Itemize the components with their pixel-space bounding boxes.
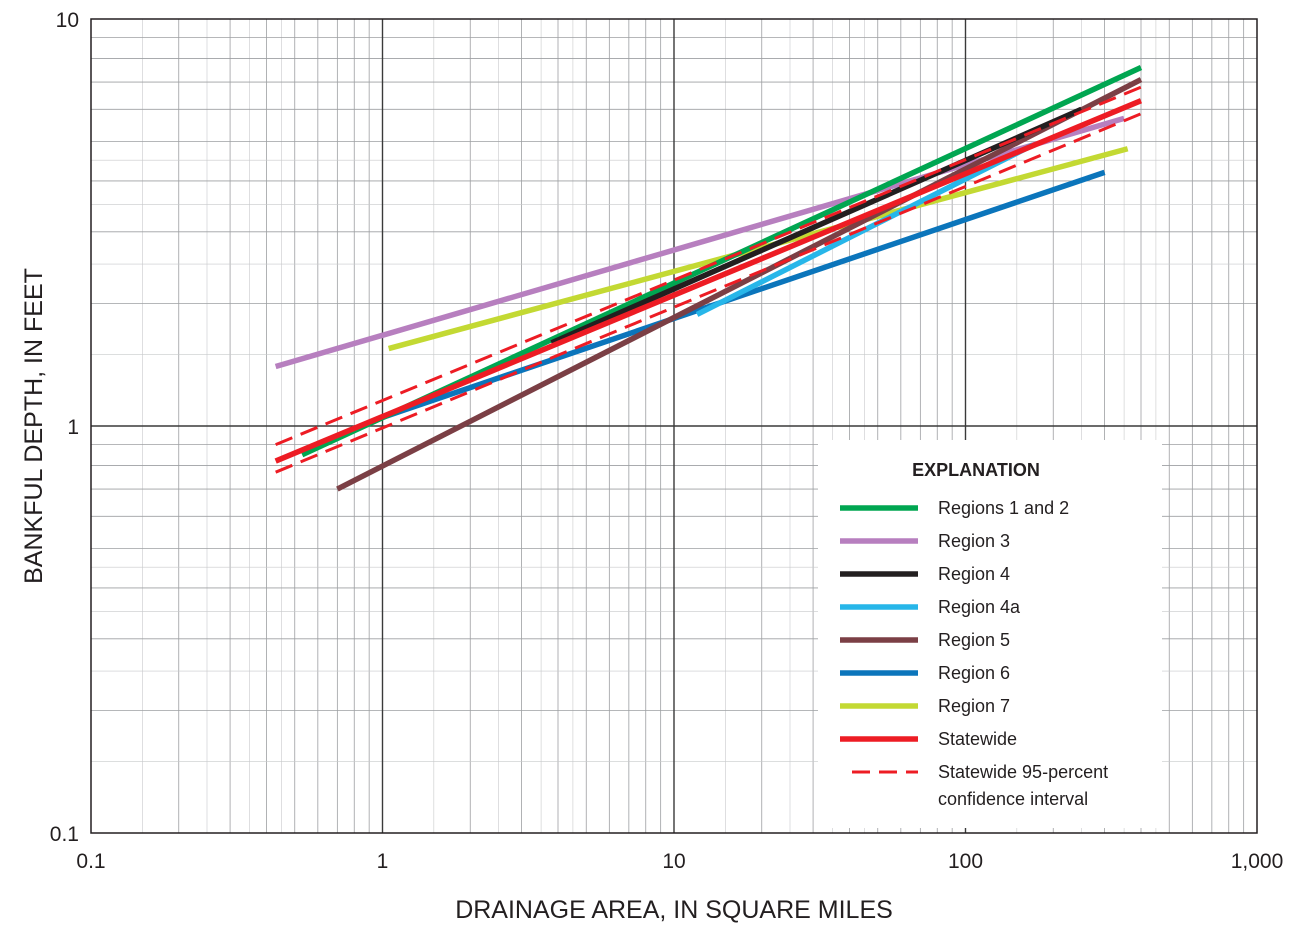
- series-line-statewide-95-percent-confidence-interval: [275, 85, 1142, 447]
- series-line-statewide-95-percent-confidence-interval-lower: [275, 112, 1142, 474]
- series-line-statewide: [274, 98, 1143, 464]
- legend-label-statewide-95-percent-confidence-interval: Statewide 95-percent confidence interval: [938, 762, 1108, 809]
- legend-label-region-4a: Region 4a: [938, 597, 1021, 617]
- plot-frame: [90, 18, 1258, 834]
- legend-label-region-4: Region 4: [938, 564, 1010, 584]
- legend-box: [818, 440, 1162, 828]
- legend-label-region-3: Region 3: [938, 531, 1010, 551]
- y-tick-label: 10: [56, 9, 79, 32]
- x-tick-label: 100: [948, 850, 983, 873]
- series-line-region-5: [336, 77, 1143, 492]
- x-tick-label: 0.1: [76, 850, 105, 873]
- legend-label-region-6: Region 6: [938, 663, 1010, 683]
- legend-label-line: confidence interval: [938, 789, 1088, 809]
- series-line-region-4: [550, 106, 1083, 346]
- legend-items: Regions 1 and 2 Region 3 Region 4 Region 4a…: [840, 498, 1108, 809]
- x-tick-label: 1: [377, 850, 389, 873]
- y-tick-label: 1: [67, 416, 79, 439]
- legend-label-region-5: Region 5: [938, 630, 1010, 650]
- series-line-region-6: [381, 169, 1106, 420]
- y-axis-tick-labels: 0.1 1 10: [50, 9, 79, 846]
- legend-label-regions-1-and-2: Regions 1 and 2: [938, 498, 1069, 518]
- series-line-region-7: [387, 146, 1129, 352]
- x-axis-tick-labels: 0.1 1 10 100 1,000: [76, 850, 1283, 873]
- x-tick-label: 10: [662, 850, 685, 873]
- y-tick-label: 0.1: [50, 823, 79, 846]
- legend-label-region-7: Region 7: [938, 696, 1010, 716]
- legend-label-line: Statewide 95-percent: [938, 762, 1108, 782]
- legend-title: EXPLANATION: [912, 460, 1040, 480]
- x-tick-label: 1,000: [1231, 850, 1284, 873]
- y-axis-title: BANKFUL DEPTH, IN FEET: [20, 268, 48, 584]
- legend-label-statewide: Statewide: [938, 729, 1017, 749]
- x-axis-title: DRAINAGE AREA, IN SQUARE MILES: [455, 896, 893, 924]
- series-layer: [274, 65, 1143, 492]
